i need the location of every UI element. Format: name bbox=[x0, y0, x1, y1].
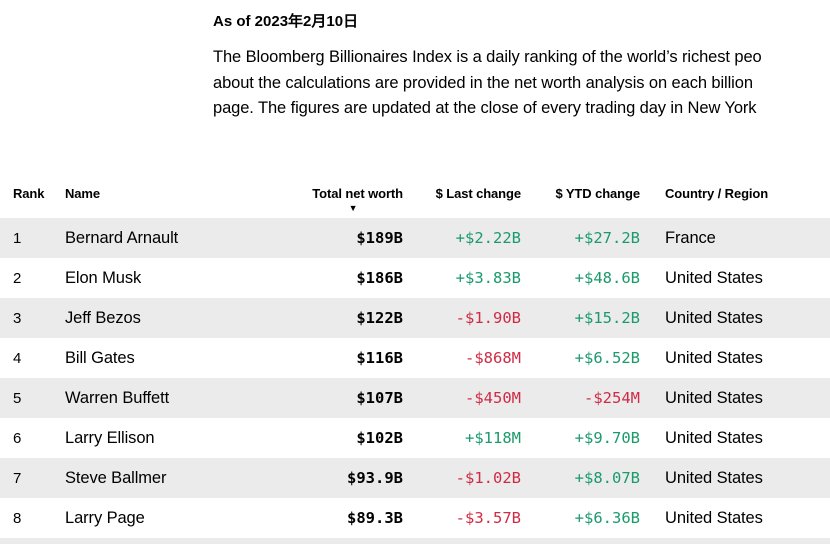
net-worth-cell: $122B bbox=[356, 309, 403, 327]
table-row-partial bbox=[0, 538, 830, 544]
last-change-cell: -$3.57B bbox=[455, 509, 521, 527]
index-description: The Bloomberg Billionaires Index is a da… bbox=[213, 45, 830, 122]
column-header-label: Total net worth bbox=[312, 186, 403, 201]
ytd-change-cell: -$254M bbox=[584, 389, 640, 407]
table-row[interactable]: 5 Warren Buffett $107B -$450M -$254M United S… bbox=[0, 378, 830, 418]
as-of-date: As of 2023年2月10日 bbox=[213, 13, 359, 30]
sort-descending-icon: ▼ bbox=[348, 203, 358, 213]
country-cell: United States bbox=[665, 308, 763, 327]
column-header-rank[interactable]: Rank bbox=[13, 186, 45, 201]
last-change-cell: -$1.90B bbox=[455, 309, 521, 327]
rank-cell: 6 bbox=[13, 429, 22, 447]
last-change-cell: +$3.83B bbox=[455, 269, 521, 287]
name-cell: Larry Page bbox=[65, 508, 145, 527]
rank-cell: 4 bbox=[13, 349, 22, 367]
last-change-cell: +$118M bbox=[465, 429, 521, 447]
net-worth-cell: $102B bbox=[356, 429, 403, 447]
rank-cell: 3 bbox=[13, 309, 22, 327]
rank-cell: 8 bbox=[13, 509, 22, 527]
name-cell: Jeff Bezos bbox=[65, 308, 141, 327]
ytd-change-cell: +$15.2B bbox=[574, 309, 640, 327]
last-change-cell: -$1.02B bbox=[455, 469, 521, 487]
country-cell: France bbox=[665, 228, 716, 247]
name-cell: Warren Buffett bbox=[65, 388, 170, 407]
net-worth-cell: $89.3B bbox=[347, 509, 403, 527]
country-cell: United States bbox=[665, 508, 763, 527]
table-body: 1 Bernard Arnault $189B +$2.22B +$27.2B Franc… bbox=[0, 218, 830, 538]
column-header-ytd-change[interactable]: $ YTD change bbox=[555, 186, 640, 201]
rank-cell: 1 bbox=[13, 229, 22, 247]
net-worth-cell: $107B bbox=[356, 389, 403, 407]
table-row[interactable]: 6 Larry Ellison $102B +$118M +$9.70B United S… bbox=[0, 418, 830, 458]
name-cell: Bill Gates bbox=[65, 348, 135, 367]
table-row[interactable]: 1 Bernard Arnault $189B +$2.22B +$27.2B Franc… bbox=[0, 218, 830, 258]
name-cell: Bernard Arnault bbox=[65, 228, 179, 247]
billionaires-table: Rank Name Total net worth ▼ $ Last chang… bbox=[0, 181, 830, 544]
country-cell: United States bbox=[665, 468, 763, 487]
ytd-change-cell: +$8.07B bbox=[574, 469, 640, 487]
country-cell: United States bbox=[665, 348, 763, 367]
net-worth-cell: $116B bbox=[356, 349, 403, 367]
last-change-cell: -$450M bbox=[465, 389, 521, 407]
last-change-cell: -$868M bbox=[465, 349, 521, 367]
name-cell: Steve Ballmer bbox=[65, 468, 167, 487]
description-line: about the calculations are provided in t… bbox=[213, 73, 753, 92]
ytd-change-cell: +$6.36B bbox=[574, 509, 640, 527]
column-header-last-change[interactable]: $ Last change bbox=[435, 186, 521, 201]
table-row[interactable]: 7 Steve Ballmer $93.9B -$1.02B +$8.07B United… bbox=[0, 458, 830, 498]
description-line: page. The figures are updated at the clo… bbox=[213, 99, 757, 117]
name-cell: Elon Musk bbox=[65, 268, 142, 287]
name-cell: Larry Ellison bbox=[65, 428, 155, 447]
description-line: The Bloomberg Billionaires Index is a da… bbox=[213, 48, 762, 66]
column-header-name[interactable]: Name bbox=[65, 186, 101, 201]
rank-cell: 7 bbox=[13, 469, 22, 487]
rank-cell: 2 bbox=[13, 269, 22, 287]
ytd-change-cell: +$27.2B bbox=[574, 229, 640, 247]
table-row[interactable]: 8 Larry Page $89.3B -$3.57B +$6.36B United St… bbox=[0, 498, 830, 538]
country-cell: United States bbox=[665, 268, 763, 287]
last-change-cell: +$2.22B bbox=[455, 229, 521, 247]
country-cell: United States bbox=[665, 388, 763, 407]
table-row[interactable]: 4 Bill Gates $116B -$868M +$6.52B United Stat… bbox=[0, 338, 830, 378]
net-worth-cell: $93.9B bbox=[347, 469, 403, 487]
ytd-change-cell: +$48.6B bbox=[574, 269, 640, 287]
ytd-change-cell: +$9.70B bbox=[574, 429, 640, 447]
net-worth-cell: $189B bbox=[356, 229, 403, 247]
table-row[interactable]: 2 Elon Musk $186B +$3.83B +$48.6B United Stat… bbox=[0, 258, 830, 298]
country-cell: United States bbox=[665, 428, 763, 447]
rank-cell: 5 bbox=[13, 389, 22, 407]
column-header-country[interactable]: Country / Region bbox=[665, 186, 769, 201]
table-header: Rank Name Total net worth ▼ $ Last chang… bbox=[0, 181, 830, 218]
table-row[interactable]: 3 Jeff Bezos $122B -$1.90B +$15.2B United Sta… bbox=[0, 298, 830, 338]
net-worth-cell: $186B bbox=[356, 269, 403, 287]
column-header-net-worth[interactable]: Total net worth ▼ bbox=[303, 186, 403, 213]
ytd-change-cell: +$6.52B bbox=[574, 349, 640, 367]
